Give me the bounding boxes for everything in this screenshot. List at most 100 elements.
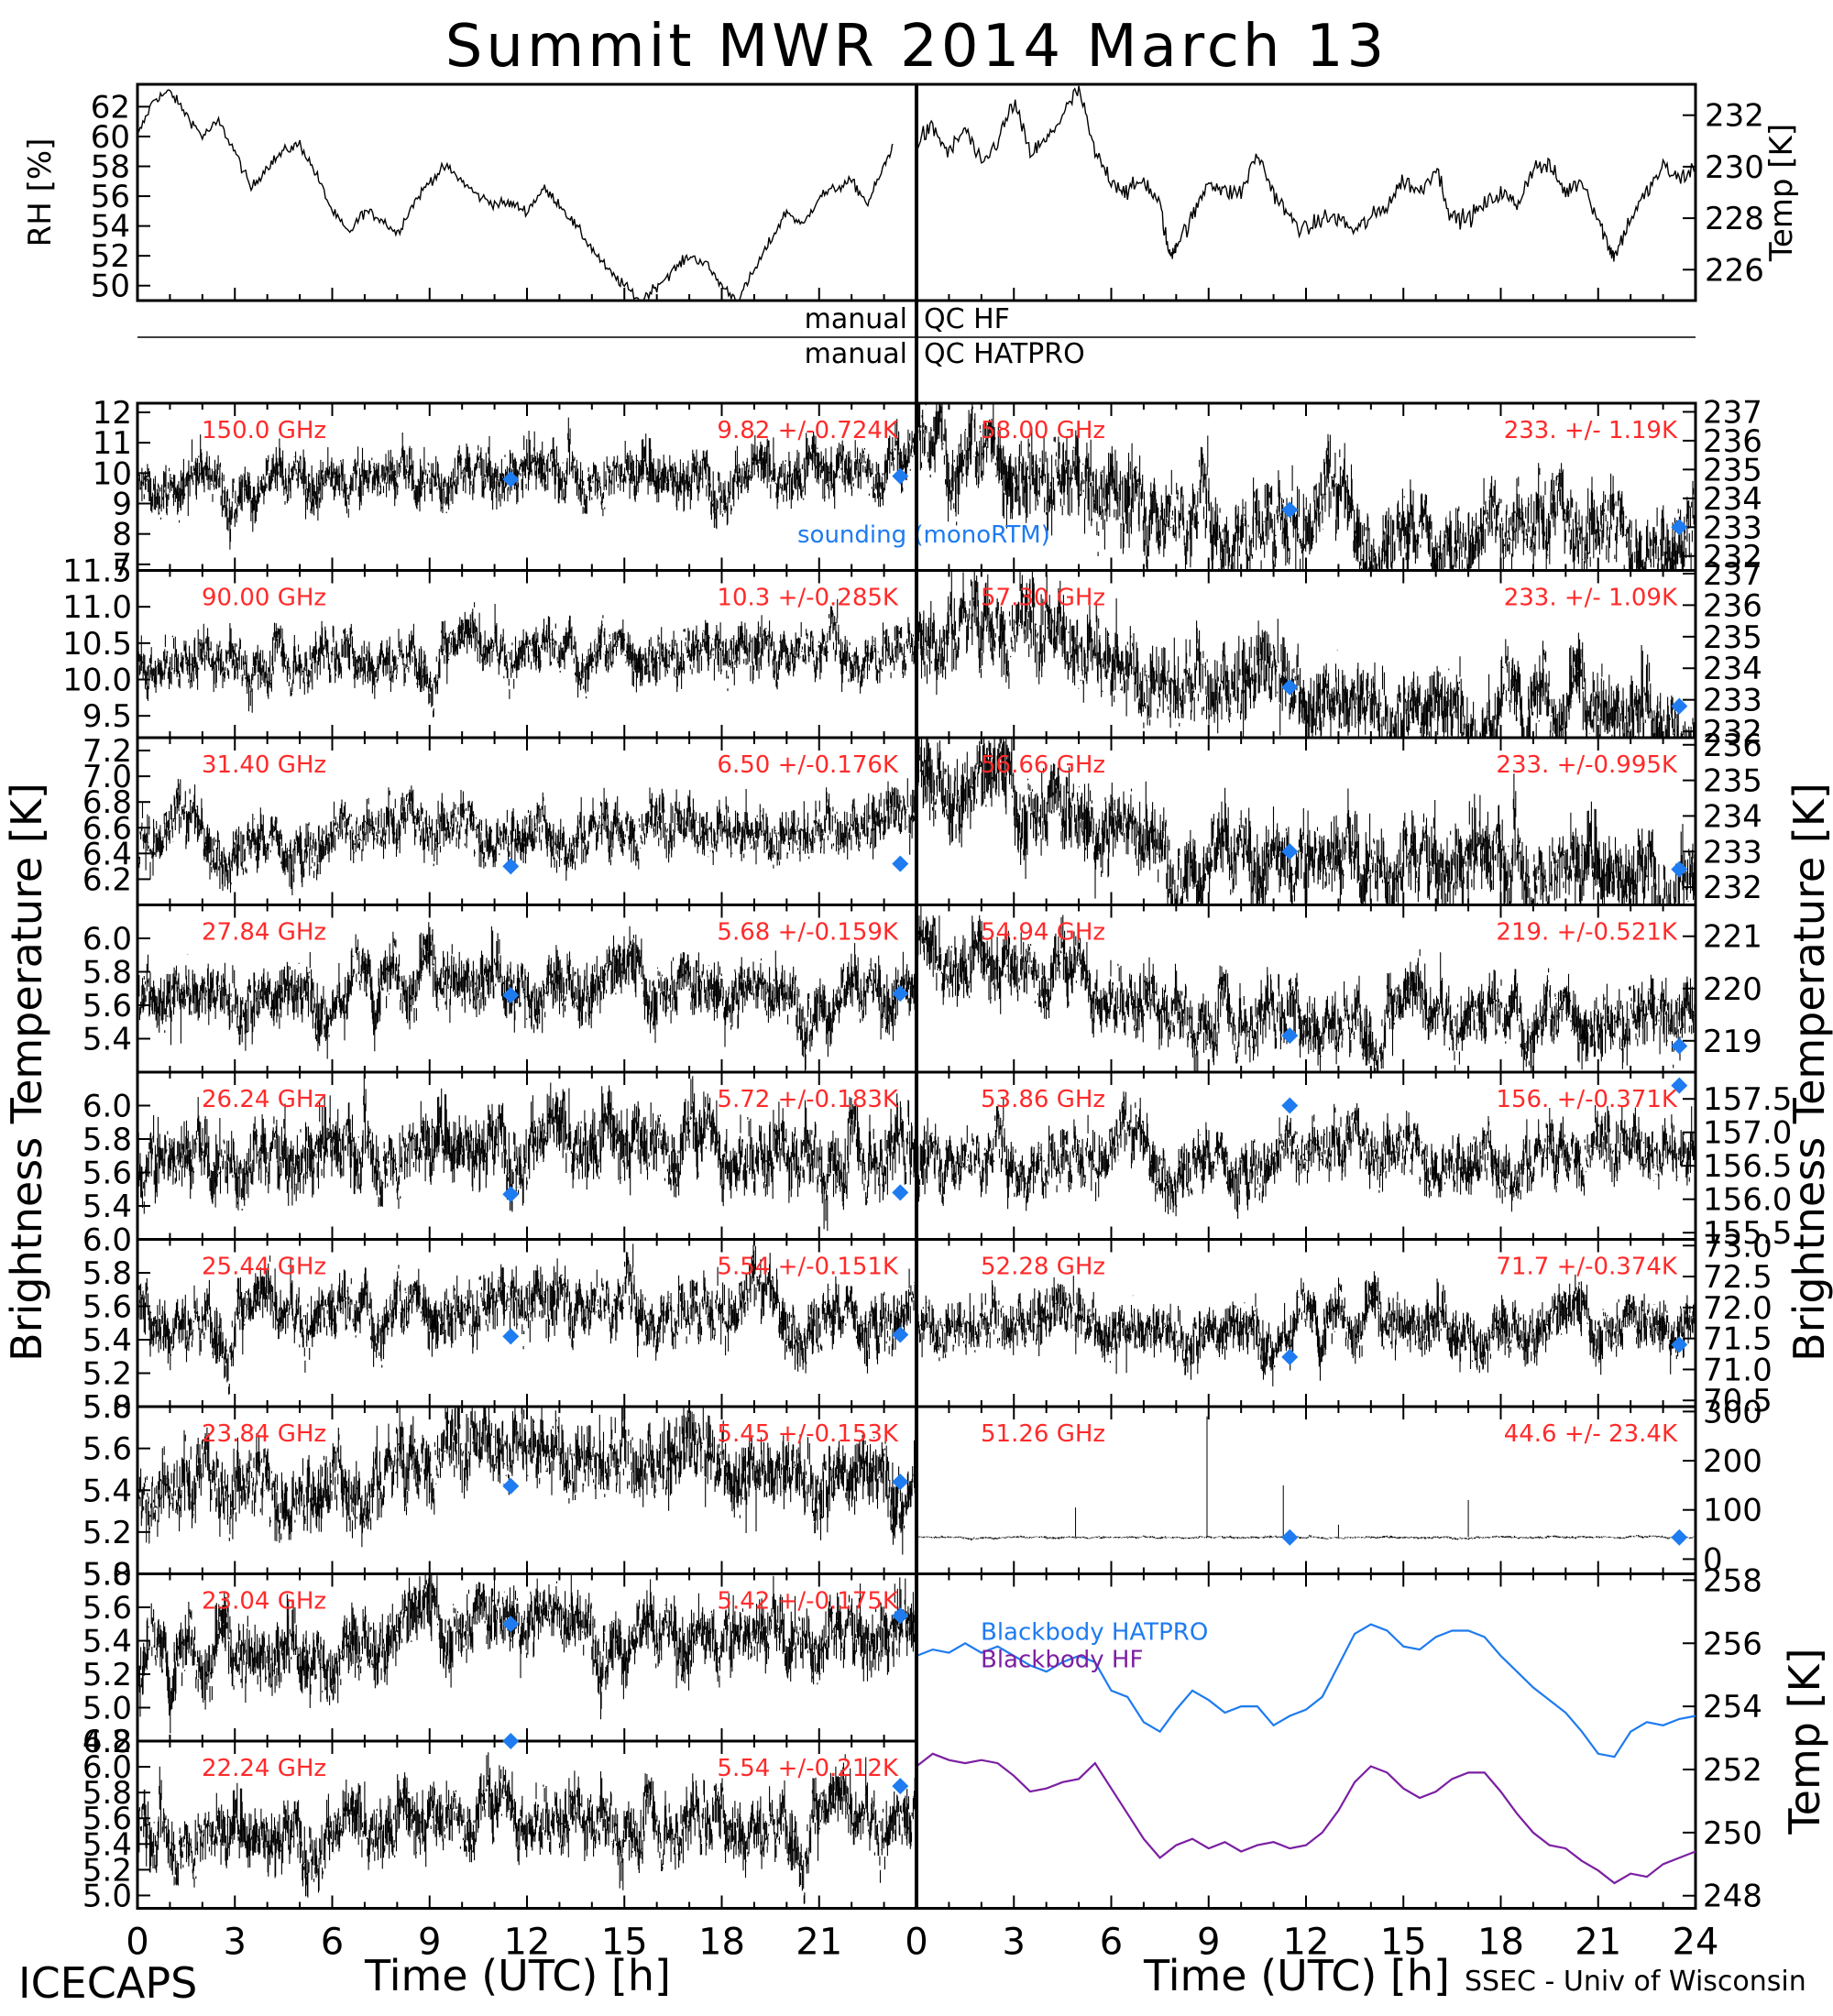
ch58-sounding-point [1671,519,1688,536]
ch27-sounding-point [502,987,520,1004]
x-tick-label-left: 12 [504,1922,551,1964]
y-tick-label: 157.5 [1703,1081,1792,1118]
y-tick-label: 221 [1703,919,1762,956]
x-tick-label-left: 15 [601,1922,648,1964]
y-tick-label: 250 [1703,1815,1762,1852]
ch56_66-sounding-point [1671,860,1688,878]
panel-frame [915,82,1697,302]
ch57_30-sounding-point [1281,678,1299,696]
ch57_30-freq-label: 57.30 GHz [981,585,1105,612]
y-tick-label: 5.4 [82,1473,132,1509]
ch22-data-cloud [137,1752,917,1904]
y-tick-label: 256 [1703,1626,1762,1662]
x-tick-label-left: 0 [126,1922,148,1964]
x-tick-label-right: 18 [1477,1922,1524,1964]
ch90-stat-label: 10.3 +/-0.285K [717,585,899,612]
ch150-data-cloud [137,417,917,550]
ch23_04-stat-label: 5.42 +/-0.175K [717,1588,899,1616]
ch23_84-stat-label: 5.45 +/-0.153K [717,1420,899,1448]
ch31-sounding-point [502,858,520,875]
y-tick-label: 6.0 [82,921,132,958]
ch26-sounding-point [892,1184,909,1201]
ch27-stat-label: 5.68 +/-0.159K [717,919,899,947]
temp-series-line [916,85,1696,262]
ch23_04-data-cloud [137,1573,917,1734]
panel-ch54_94: 219 220 221 54.94 GHz 219. +/-0.521K [915,904,1762,1074]
y-tick-label: 10.0 [62,663,132,699]
y-tick-label: 11.5 [62,553,132,590]
y-tick-label: 155.5 [1703,1215,1792,1252]
ch52_28-data-cloud [916,1271,1696,1386]
y-tick-label: 5.0 [82,1878,132,1914]
y-tick-label: 5.8 [82,1775,132,1812]
ch53_86-stat-label: 156. +/-0.371K [1496,1086,1678,1113]
ch22-freq-label: 22.24 GHz [202,1755,326,1782]
y-tick-label: 7 [112,547,132,584]
ch31-data-cloud [137,778,917,895]
x-tick-label-left: 6 [321,1922,344,1964]
y-tick-label: 233 [1703,683,1762,719]
y-tick-label: 5.4 [82,1826,132,1863]
y-tick-label: 157.0 [1703,1115,1792,1152]
y-tick-label: 237 [1703,394,1762,431]
panel-ch27: 5.45.65.86.0 27.84 GHz 5.68 +/-0.159K [82,904,918,1074]
y-tick-label: 54 [91,209,130,246]
x-tick-label-right: 15 [1380,1922,1427,1964]
y-tick-label: 11.0 [62,589,132,626]
ch27-data-cloud [137,922,917,1072]
y-tick-label: 5.4 [82,1322,132,1359]
ch23_04-sounding-point [892,1607,909,1625]
temp-axis-label: Temp [K] [1763,124,1800,262]
y-tick-label: 5.8 [82,1255,132,1292]
x-tick-label-right: 9 [1197,1922,1220,1964]
y-tick-label: 237 [1703,556,1762,593]
ch25-data-cloud [137,1244,917,1395]
y-tick-label: 10.5 [62,626,132,663]
ch150-sounding-point [892,467,909,485]
y-tick-label: 5.0 [82,1691,132,1727]
y-tick-label: 235 [1703,763,1762,800]
ch150-freq-label: 150.0 GHz [202,417,326,444]
y-tick-label: 248 [1703,1879,1762,1915]
y-tick-label: 9 [112,487,132,523]
y-tick-label: 73.0 [1703,1228,1773,1265]
y-tick-label: 6.8 [82,784,132,821]
ch54_94-sounding-point [1281,1027,1299,1045]
chart-title: Summit MWR 2014 March 13 [445,13,1388,81]
y-tick-label: 5.4 [82,1022,132,1058]
x-axis-label-right: Time (UTC) [h] [1143,1951,1450,2000]
y-tick-label: 232 [1703,539,1762,575]
panel-ch90: 9.510.010.511.011.5 90.00 GHz 10.3 +/-0.28… [62,553,918,740]
y-tick-label: 252 [1703,1752,1762,1789]
y-tick-label: 228 [1705,201,1764,237]
y-tick-label: 6.0 [82,1089,132,1125]
y-tick-label: 226 [1705,252,1764,289]
ch23_84-sounding-point [502,1477,520,1495]
panel-frame [136,82,918,302]
y-tick-label: 5.4 [82,1189,132,1225]
y-tick-label: 5.8 [82,1122,132,1158]
y-tick-label: 5.0 [82,1389,132,1426]
ch23_84-sounding-point [892,1474,909,1491]
y-tick-label: 232 [1703,870,1762,906]
y-tick-label: 5.6 [82,1431,132,1468]
ch26-stat-label: 5.72 +/-0.183K [717,1086,899,1113]
series-line-hatpro [916,1623,1696,1759]
ch51_26-freq-label: 51.26 GHz [981,1420,1105,1448]
ch90-data-cloud [137,598,917,718]
x-tick-label-left: 21 [796,1922,842,1964]
y-tick-label: 50 [91,268,130,305]
y-tick-label: 12 [93,395,132,432]
blackbody-axis-label: Temp [K] [1780,1648,1829,1835]
ch31-stat-label: 6.50 +/-0.176K [717,751,899,779]
y-tick-label: 5.8 [82,1389,132,1426]
x-tick-label-right: 6 [1100,1922,1123,1964]
ch53_86-sounding-point [1671,1077,1688,1094]
x-tick-label-right: 21 [1575,1922,1621,1964]
y-axis-label-right: Brightness Temperature [K] [1784,783,1833,1362]
legend-hf: Blackbody HF [981,1647,1143,1674]
